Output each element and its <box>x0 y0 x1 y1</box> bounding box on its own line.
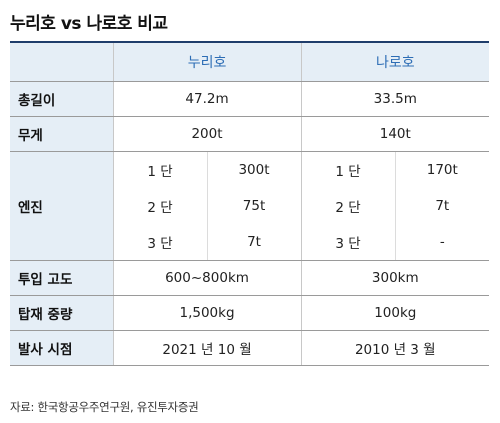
table-top-rule <box>10 41 489 43</box>
cell-naro-stage3-label: 3 단 <box>300 224 396 261</box>
cell-naro-launch: 2010 년 3 월 <box>300 330 490 366</box>
cell-nuri-stage1-label: 1 단 <box>112 151 207 188</box>
source-note: 자료: 한국항공우주연구원, 유진투자증권 <box>10 400 199 414</box>
comparison-table: 누리호 나로호 총길이 47.2m 33.5m 무게 200t 140t 엔진 … <box>10 43 490 366</box>
cell-naro-stage1-value: 170t <box>394 151 490 188</box>
row-label-launch: 발사 시점 <box>10 330 113 366</box>
cell-naro-length: 33.5m <box>300 81 490 117</box>
cell-naro-altitude: 300km <box>300 260 490 296</box>
cell-nuri-stage2-label: 2 단 <box>112 188 207 224</box>
cell-nuri-weight: 200t <box>112 116 302 152</box>
table-row-altitude: 투입 고도 600~800km 300km <box>10 260 490 296</box>
cell-nuri-stage3-value: 7t <box>206 224 302 261</box>
table-row-length: 총길이 47.2m 33.5m <box>10 81 490 117</box>
cell-nuri-stage2-value: 75t <box>206 188 302 224</box>
row-label-payload: 탑재 중량 <box>10 295 113 331</box>
cell-naro-stage1-label: 1 단 <box>300 151 396 188</box>
page-title: 누리호 vs 나로호 비교 <box>10 14 168 34</box>
cell-nuri-length: 47.2m <box>112 81 302 117</box>
row-label-length: 총길이 <box>10 81 113 117</box>
cell-nuri-stage3-label: 3 단 <box>112 224 207 261</box>
cell-naro-stage2-value: 7t <box>394 188 490 224</box>
row-label-altitude: 투입 고도 <box>10 260 113 296</box>
table-row-payload: 탑재 중량 1,500kg 100kg <box>10 295 490 331</box>
table-header-row: 누리호 나로호 <box>10 43 490 82</box>
table-row-engine-stage1: 엔진 1 단 300t 1 단 170t <box>10 151 490 261</box>
cell-naro-weight: 140t <box>300 116 490 152</box>
cell-nuri-payload: 1,500kg <box>112 295 302 331</box>
cell-nuri-launch: 2021 년 10 월 <box>112 330 302 366</box>
row-label-engine: 엔진 <box>10 151 113 261</box>
cell-nuri-altitude: 600~800km <box>112 260 302 296</box>
cell-nuri-stage1-value: 300t <box>206 151 302 188</box>
table-row-launch: 발사 시점 2021 년 10 월 2010 년 3 월 <box>10 330 490 366</box>
table-row-engine-stage2: 2 단 75t 2 단 7t <box>10 188 490 224</box>
header-nuri: 누리호 <box>112 43 302 82</box>
cell-naro-stage2-label: 2 단 <box>300 188 396 224</box>
header-naro: 나로호 <box>300 43 490 82</box>
cell-naro-payload: 100kg <box>300 295 490 331</box>
row-label-weight: 무게 <box>10 116 113 152</box>
table-row-weight: 무게 200t 140t <box>10 116 490 152</box>
header-corner-cell <box>10 43 113 82</box>
table-row-engine-stage3: 3 단 7t 3 단 - <box>10 224 490 261</box>
cell-naro-stage3-value: - <box>394 224 490 261</box>
